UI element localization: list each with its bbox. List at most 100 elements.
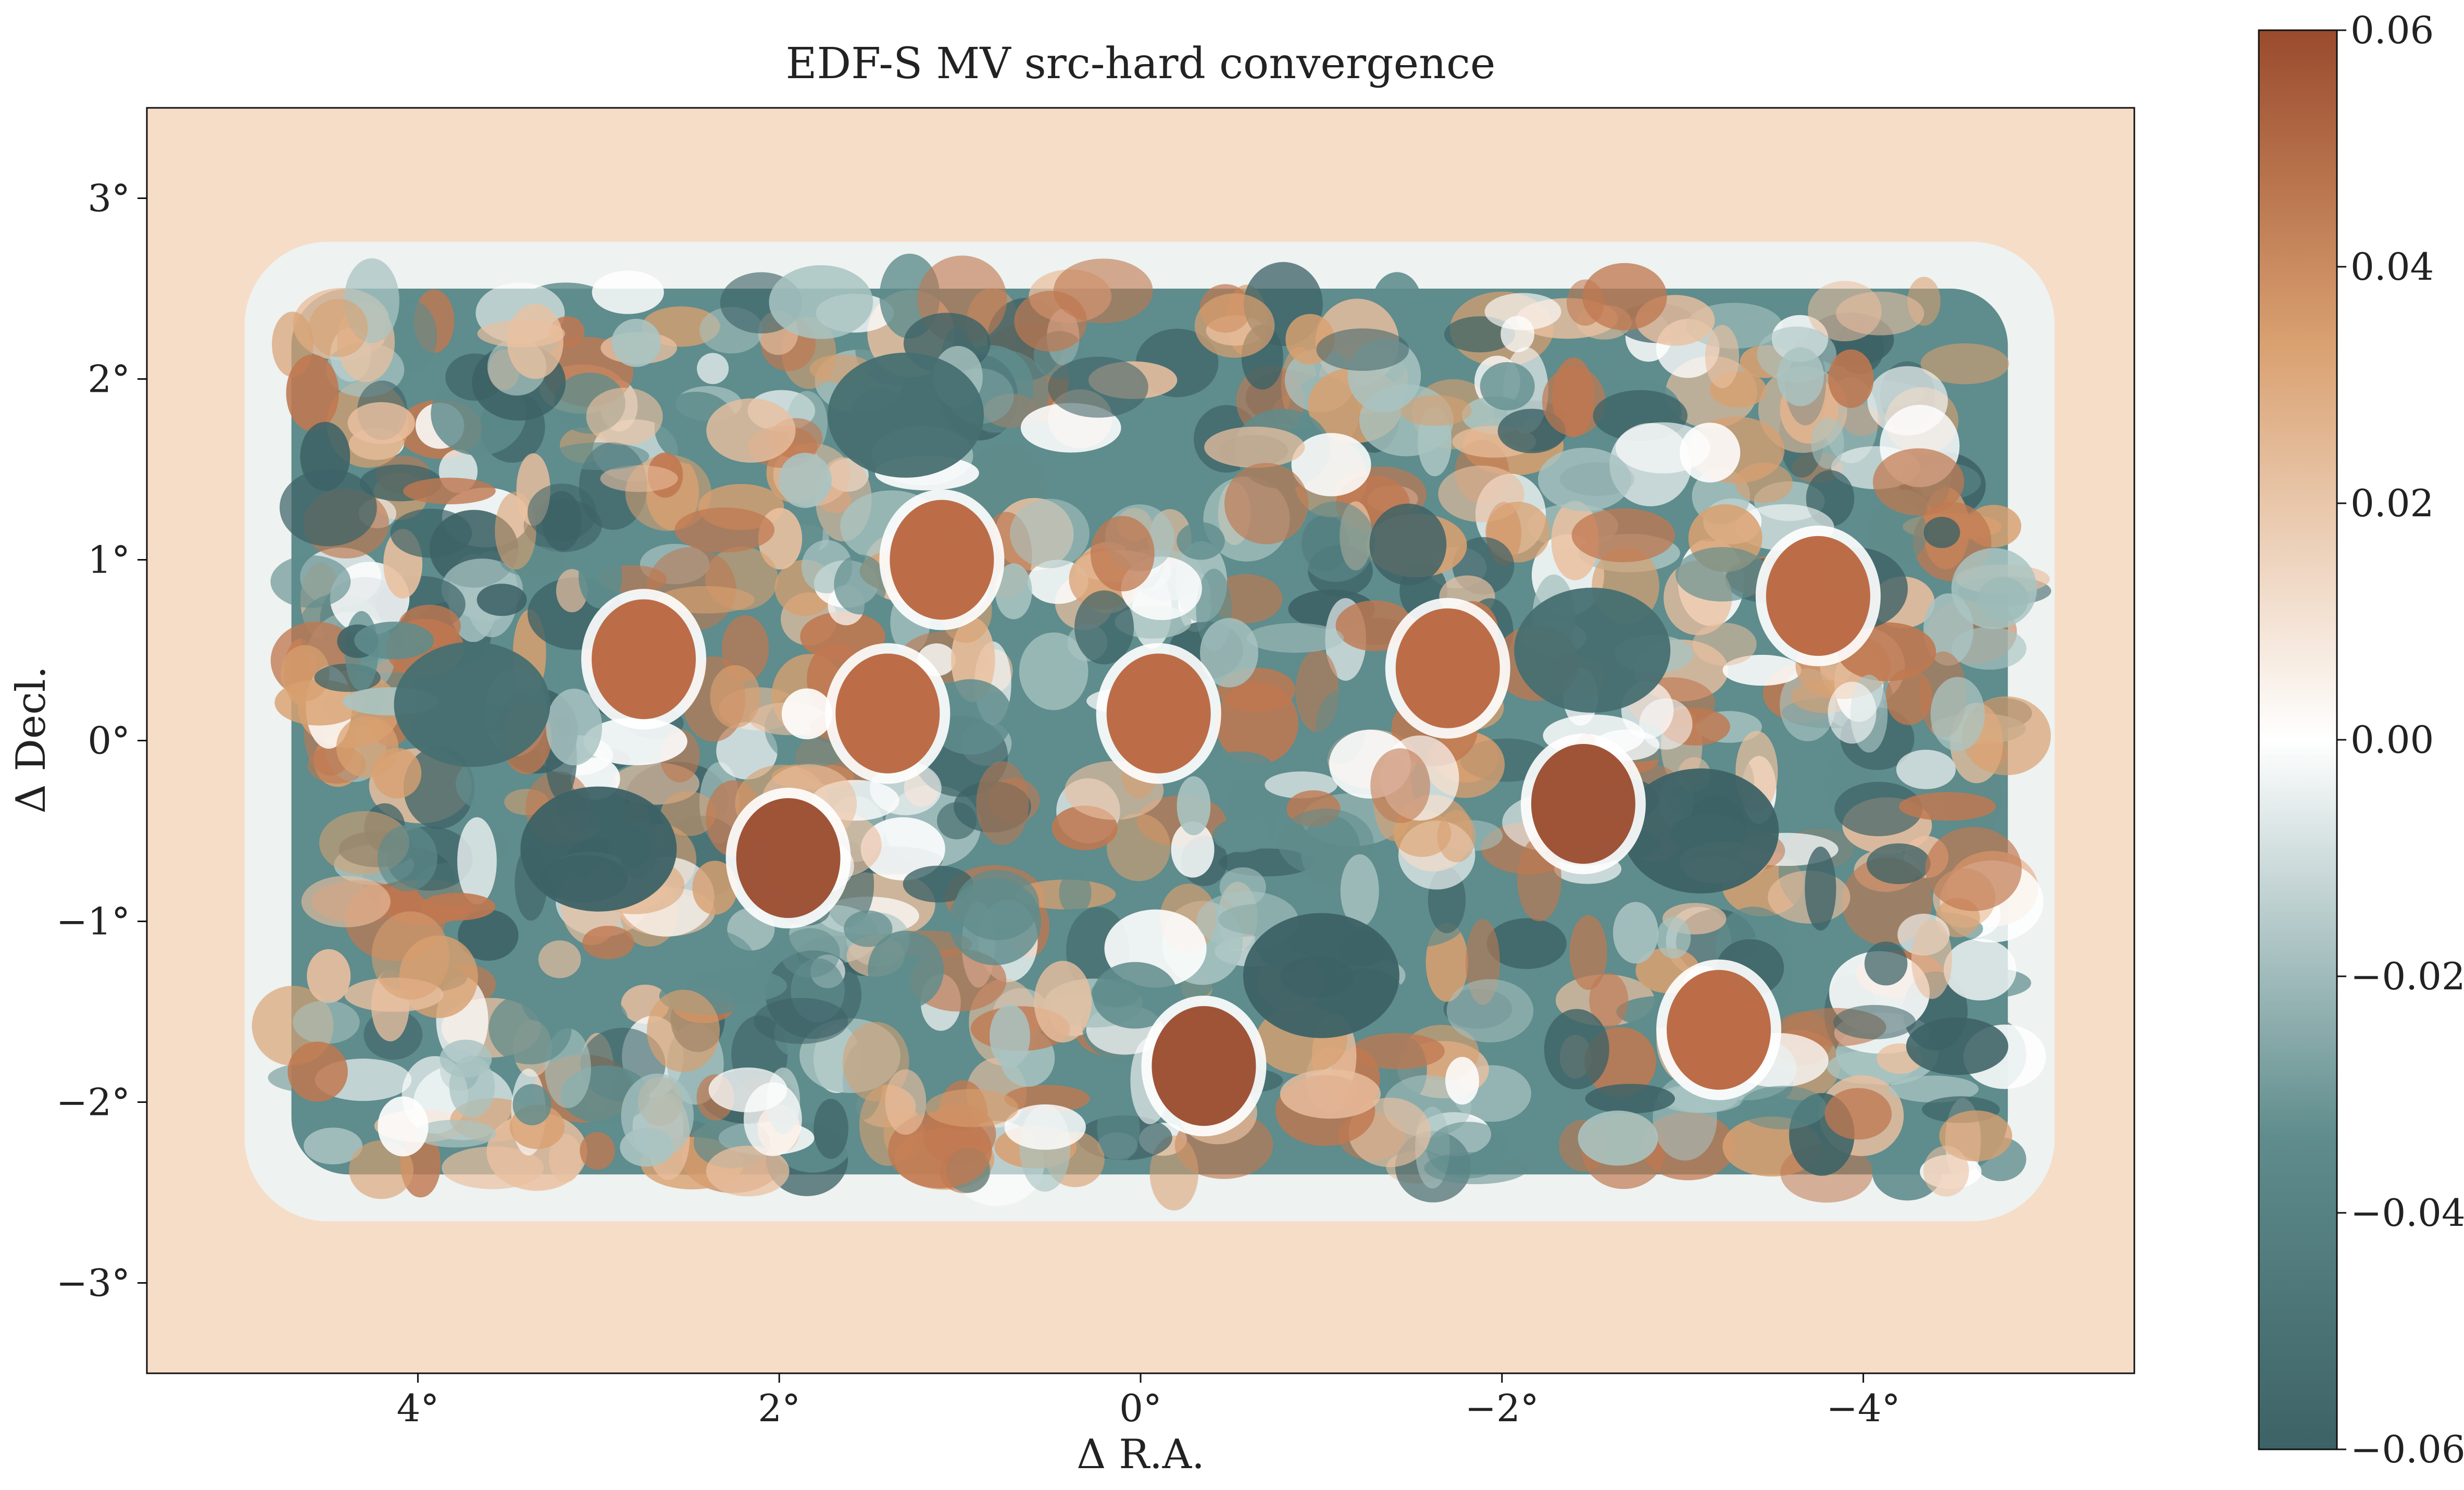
texture-blob — [1486, 918, 1567, 969]
trough-mark — [394, 642, 551, 767]
texture-blob — [1925, 827, 2022, 911]
texture-blob — [1370, 748, 1430, 823]
texture-blob — [449, 1056, 495, 1118]
texture-blob — [743, 1082, 802, 1157]
texture-blob — [1675, 547, 1769, 602]
texture-blob — [716, 722, 778, 780]
texture-blob — [1059, 871, 1092, 915]
texture-blob — [1828, 681, 1877, 744]
y-tick-label: 1° — [87, 538, 130, 582]
texture-blob — [1923, 516, 1960, 549]
texture-blob — [1280, 1069, 1381, 1119]
x-tick-label: −2° — [1465, 1386, 1539, 1430]
peak-mark — [1531, 743, 1635, 864]
texture-blob — [1735, 463, 1793, 503]
texture-blob — [546, 688, 603, 766]
texture-blob — [1480, 362, 1535, 411]
x-tick-label: 2° — [758, 1386, 801, 1430]
texture-blob — [948, 878, 1042, 965]
texture-blob — [354, 622, 434, 660]
texture-blob — [1899, 792, 1996, 821]
texture-blob — [372, 748, 422, 799]
texture-blob — [300, 421, 351, 491]
texture-blob — [1009, 499, 1090, 568]
texture-blob — [1340, 854, 1379, 927]
x-tick-label: 0° — [1119, 1386, 1162, 1430]
colorbar-tick-label: 0.02 — [2350, 481, 2434, 525]
y-tick-label: −1° — [56, 900, 130, 943]
texture-blob — [1400, 395, 1472, 426]
texture-blob — [1951, 548, 2037, 629]
texture-blob — [1834, 781, 1923, 837]
texture-blob — [1930, 677, 1985, 752]
texture-blob — [1445, 1057, 1480, 1105]
texture-blob — [834, 554, 887, 615]
texture-blob — [1034, 961, 1092, 1043]
colorbar-tick-label: 0.04 — [2350, 245, 2434, 289]
texture-blob — [1014, 291, 1087, 352]
texture-blob — [1048, 356, 1148, 418]
x-tick-label: −4° — [1827, 1386, 1900, 1430]
texture-blob — [647, 989, 720, 1072]
texture-blob — [1204, 426, 1305, 468]
texture-blob — [781, 688, 833, 740]
texture-blob — [780, 928, 840, 978]
texture-blob — [1278, 808, 1374, 876]
x-axis-ticks: 4° 2° 0° −2° −4° — [396, 1373, 1900, 1430]
y-tick-label: −2° — [56, 1081, 130, 1124]
texture-blob — [1872, 1142, 1943, 1201]
texture-blob — [696, 353, 729, 384]
texture-blob — [1369, 503, 1447, 586]
texture-blob — [457, 817, 497, 905]
heatmap — [147, 108, 2134, 1373]
texture-blob — [1092, 962, 1178, 1029]
texture-blob — [706, 398, 796, 463]
texture-blob — [414, 1120, 496, 1148]
texture-blob — [1149, 1135, 1199, 1211]
peak-mark — [1766, 536, 1870, 656]
texture-blob — [477, 583, 527, 616]
texture-blob — [286, 354, 339, 431]
texture-blob — [1074, 590, 1134, 665]
x-axis-label: Δ R.A. — [1077, 1431, 1205, 1478]
texture-blob — [1246, 623, 1344, 653]
texture-blob — [378, 1096, 429, 1157]
texture-blob — [1291, 433, 1371, 496]
texture-blob — [1705, 325, 1740, 389]
texture-blob — [390, 508, 472, 558]
texture-blob — [1567, 279, 1604, 326]
texture-blob — [1835, 291, 1924, 336]
texture-blob — [769, 265, 873, 339]
texture-blob — [512, 1084, 552, 1125]
trough-mark — [520, 786, 677, 912]
texture-blob — [281, 645, 330, 702]
texture-blob — [621, 1073, 694, 1158]
texture-blob — [754, 998, 848, 1044]
texture-blob — [592, 270, 664, 314]
texture-blob — [674, 507, 775, 553]
texture-blob — [1097, 1095, 1140, 1163]
texture-blob — [1484, 293, 1561, 330]
texture-blob — [583, 717, 687, 765]
y-tick-label: 2° — [87, 357, 130, 401]
colorbar-ticks: 0.06 0.04 0.02 0.00 −0.02 −0.04 −0.06 — [2337, 8, 2464, 1471]
texture-blob — [1177, 522, 1225, 560]
texture-blob — [844, 910, 893, 947]
texture-blob — [1004, 1104, 1086, 1150]
peak-mark — [736, 798, 841, 918]
texture-blob — [1106, 813, 1171, 881]
texture-blob — [1888, 1075, 1979, 1103]
texture-blob — [989, 1004, 1030, 1068]
texture-blob — [1864, 941, 1908, 986]
texture-blob — [458, 910, 519, 961]
texture-blob — [1828, 349, 1874, 408]
texture-blob — [1656, 916, 1691, 959]
texture-blob — [814, 1099, 848, 1159]
texture-blob — [580, 1132, 615, 1170]
texture-blob — [1866, 843, 1931, 885]
peak-mark — [1667, 970, 1771, 1090]
texture-blob — [489, 992, 572, 1065]
texture-blob — [1680, 423, 1741, 483]
texture-blob — [1833, 1005, 1916, 1039]
